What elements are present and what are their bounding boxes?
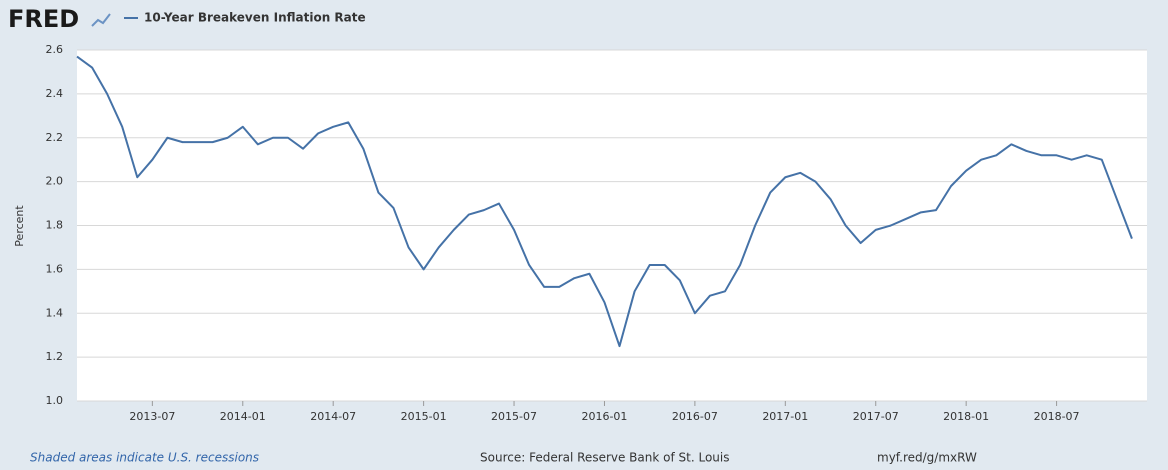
x-tick-label: 2018-01 [943, 410, 989, 423]
y-tick-label: 1.2 [46, 350, 64, 363]
x-tick-label: 2017-01 [762, 410, 808, 423]
recession-note[interactable]: Shaded areas indicate U.S. recessions [30, 451, 259, 465]
x-tick-label: 2017-07 [853, 410, 899, 423]
y-tick-label: 1.8 [46, 219, 64, 232]
x-tick-label: 2016-07 [672, 410, 718, 423]
short-link[interactable]: myf.red/g/mxRW [877, 451, 977, 465]
logo-icon [91, 13, 111, 27]
logo[interactable]: FRED [8, 5, 79, 33]
x-tick-label: 2015-01 [401, 410, 447, 423]
source: Source: Federal Reserve Bank of St. Loui… [480, 451, 729, 465]
y-tick-label: 1.4 [46, 306, 64, 319]
y-tick-label: 2.4 [46, 87, 64, 100]
y-tick-label: 2.0 [46, 175, 64, 188]
y-tick-label: 2.2 [46, 131, 64, 144]
y-tick-label: 2.6 [46, 43, 64, 56]
x-tick-label: 2018-07 [1034, 410, 1080, 423]
y-tick-label: 1.0 [46, 394, 64, 407]
x-tick-label: 2013-07 [129, 410, 175, 423]
x-tick-label: 2015-07 [491, 410, 537, 423]
x-tick-label: 2016-01 [581, 410, 627, 423]
legend-label: 10-Year Breakeven Inflation Rate [144, 11, 366, 25]
y-axis-label: Percent [13, 205, 26, 247]
series-line [76, 55, 1133, 348]
x-tick-label: 2014-01 [220, 410, 266, 423]
y-tick-label: 1.6 [46, 262, 64, 275]
x-tick-label: 2014-07 [310, 410, 356, 423]
